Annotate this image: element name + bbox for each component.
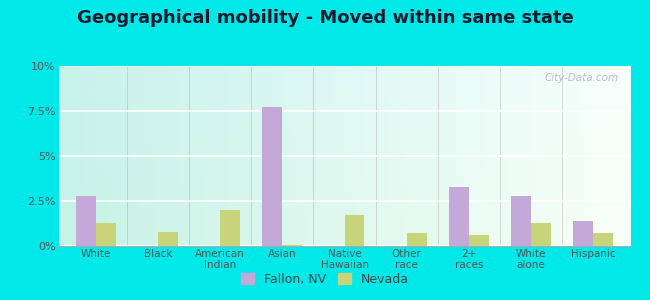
Text: City-Data.com: City-Data.com (545, 73, 619, 83)
Text: Geographical mobility - Moved within same state: Geographical mobility - Moved within sam… (77, 9, 573, 27)
Bar (531, 223, 551, 246)
Bar (469, 235, 489, 246)
Bar (593, 233, 613, 246)
Bar (573, 221, 593, 246)
Bar (282, 245, 302, 246)
Bar (96, 223, 116, 246)
Bar (344, 215, 365, 246)
Legend: Fallon, NV, Nevada: Fallon, NV, Nevada (236, 268, 414, 291)
Bar (263, 107, 282, 246)
Bar (449, 187, 469, 246)
Bar (158, 232, 178, 246)
Bar (407, 233, 426, 246)
Bar (76, 196, 96, 246)
Bar (511, 196, 531, 246)
Bar (220, 210, 240, 246)
